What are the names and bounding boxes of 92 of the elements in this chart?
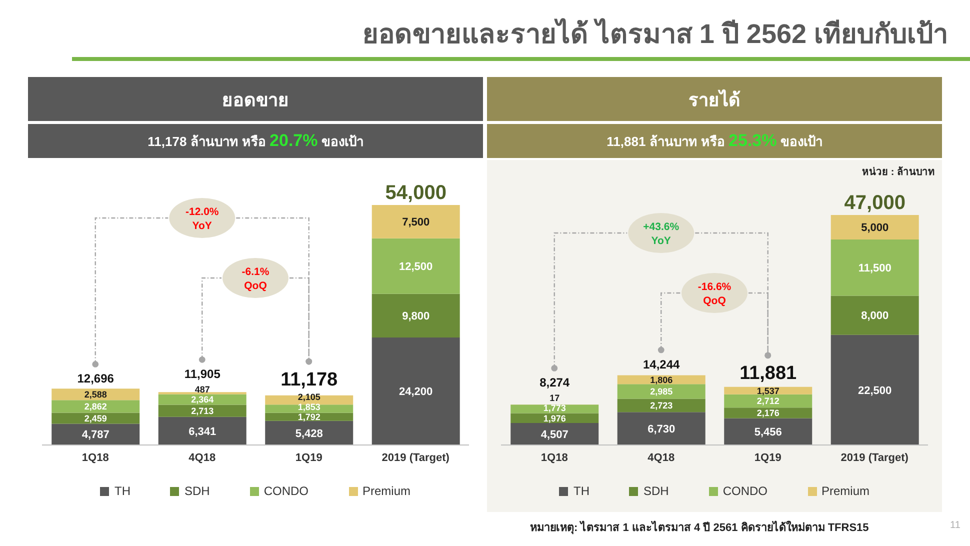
data-label: 6,730 (648, 423, 676, 436)
data-label: 1,537 (756, 386, 780, 396)
bar (158, 416, 246, 445)
text: หน่วย : ล้านบาท (862, 167, 935, 178)
data-label: 2,985 (650, 386, 673, 397)
bar (510, 404, 599, 414)
data-label: 1,792 (298, 412, 320, 422)
bar (158, 394, 246, 405)
bar (724, 418, 812, 445)
data-label: 1,976 (543, 413, 566, 424)
data-label: 4,787 (82, 429, 110, 442)
data-label: 487 (194, 384, 210, 395)
legend-label: Premium (362, 484, 411, 498)
legend-label: SDH (643, 484, 669, 498)
legend-label: TH (114, 484, 130, 498)
data-label: 2,176 (756, 408, 780, 418)
total-label: 12,696 (77, 372, 114, 386)
bar (830, 334, 919, 445)
bar (265, 404, 354, 413)
x-tick-label: 1Q19 (295, 452, 322, 464)
x-tick-label: 2019 (Target) (840, 452, 909, 464)
total-label: 11,905 (184, 367, 221, 382)
legend-label: CONDO (722, 484, 768, 498)
data-label: 4,507 (540, 428, 568, 441)
bar (617, 384, 706, 399)
data-label: 22,500 (858, 384, 892, 397)
data-label: 1,773 (543, 403, 566, 414)
legend-label: Premium (822, 484, 870, 498)
x-tick-label: 1Q19 (754, 452, 782, 464)
data-label: 2,713 (191, 406, 214, 416)
total-label: 11,178 (280, 369, 338, 390)
annotation: +43.6% YoY (643, 221, 680, 247)
data-label: 2,459 (84, 413, 107, 424)
bar (617, 412, 706, 445)
legend-label: SDH (184, 484, 210, 498)
chart-subtitle: 11,178 ล้านบาท หรือ 20.7% ของเป้า (148, 130, 364, 150)
bar (265, 420, 354, 445)
total-label: 11,881 (740, 363, 798, 384)
bar (372, 337, 460, 445)
data-label: 8,000 (861, 310, 889, 322)
bar (830, 215, 919, 240)
bar (158, 404, 246, 417)
chart-title: ยอดขาย (222, 88, 289, 112)
x-tick-label: 4Q18 (188, 452, 216, 464)
x-tick-label: 1Q18 (82, 452, 109, 464)
chart-title: รายได้ (688, 88, 740, 112)
total-label: 54,000 (385, 182, 446, 204)
legend-label: CONDO (264, 484, 308, 498)
bar (372, 238, 460, 294)
data-label: 2,105 (298, 392, 320, 402)
x-tick-label: 4Q18 (648, 452, 675, 464)
data-label: 5,428 (295, 428, 323, 440)
x-tick-label: 1Q18 (540, 452, 568, 464)
bar (724, 394, 812, 408)
total-label: 8,274 (540, 376, 570, 390)
legend-label: TH (573, 484, 590, 498)
total-label: 47,000 (844, 192, 906, 214)
bar (617, 398, 706, 412)
total-label: 14,244 (643, 357, 680, 372)
bar (510, 422, 599, 445)
bar (372, 205, 460, 238)
data-label: 12,500 (399, 260, 433, 273)
text: หมายเหตุ: ไตรมาส 1 และไตรมาส 4 ปี 2561 คิดรายได้ใหม่ตาม TFRS15 (530, 522, 869, 534)
data-label: 6,341 (188, 426, 216, 438)
data-label: 1,853 (298, 402, 320, 412)
bar (52, 388, 140, 400)
bar (372, 294, 460, 338)
annotation: -16.6% QoQ (698, 281, 732, 307)
x-tick-label: 2019 (Target) (382, 452, 450, 464)
data-label: 24,200 (399, 386, 433, 398)
data-label: 2,712 (756, 396, 780, 406)
text: 11 (950, 520, 960, 531)
data-label: 2,862 (84, 402, 107, 412)
bar (830, 239, 919, 296)
bar (830, 296, 919, 335)
annotation: -12.0% YoY (185, 206, 220, 232)
annotation: -6.1% QoQ (242, 266, 270, 292)
data-label: 5,000 (861, 222, 889, 234)
data-label: 7,500 (402, 216, 430, 229)
bar (52, 400, 140, 413)
data-label: 2,364 (191, 394, 214, 405)
data-label: 17 (550, 393, 560, 404)
data-label: 2,723 (650, 400, 673, 411)
data-label: 1,806 (650, 374, 673, 385)
data-label: 2,588 (84, 389, 107, 400)
bar (52, 424, 140, 445)
data-label: 11,500 (858, 262, 892, 274)
data-label: 9,800 (402, 310, 430, 323)
data-label: 5,456 (754, 426, 782, 438)
bar (724, 408, 812, 418)
text: ยอดขายและรายได้ ไตรมาส 1 ปี 2562 เทียบกับเป้า (362, 19, 948, 49)
chart-subtitle: 11,881 ล้านบาท หรือ 25.3% ของเป้า (606, 130, 822, 150)
